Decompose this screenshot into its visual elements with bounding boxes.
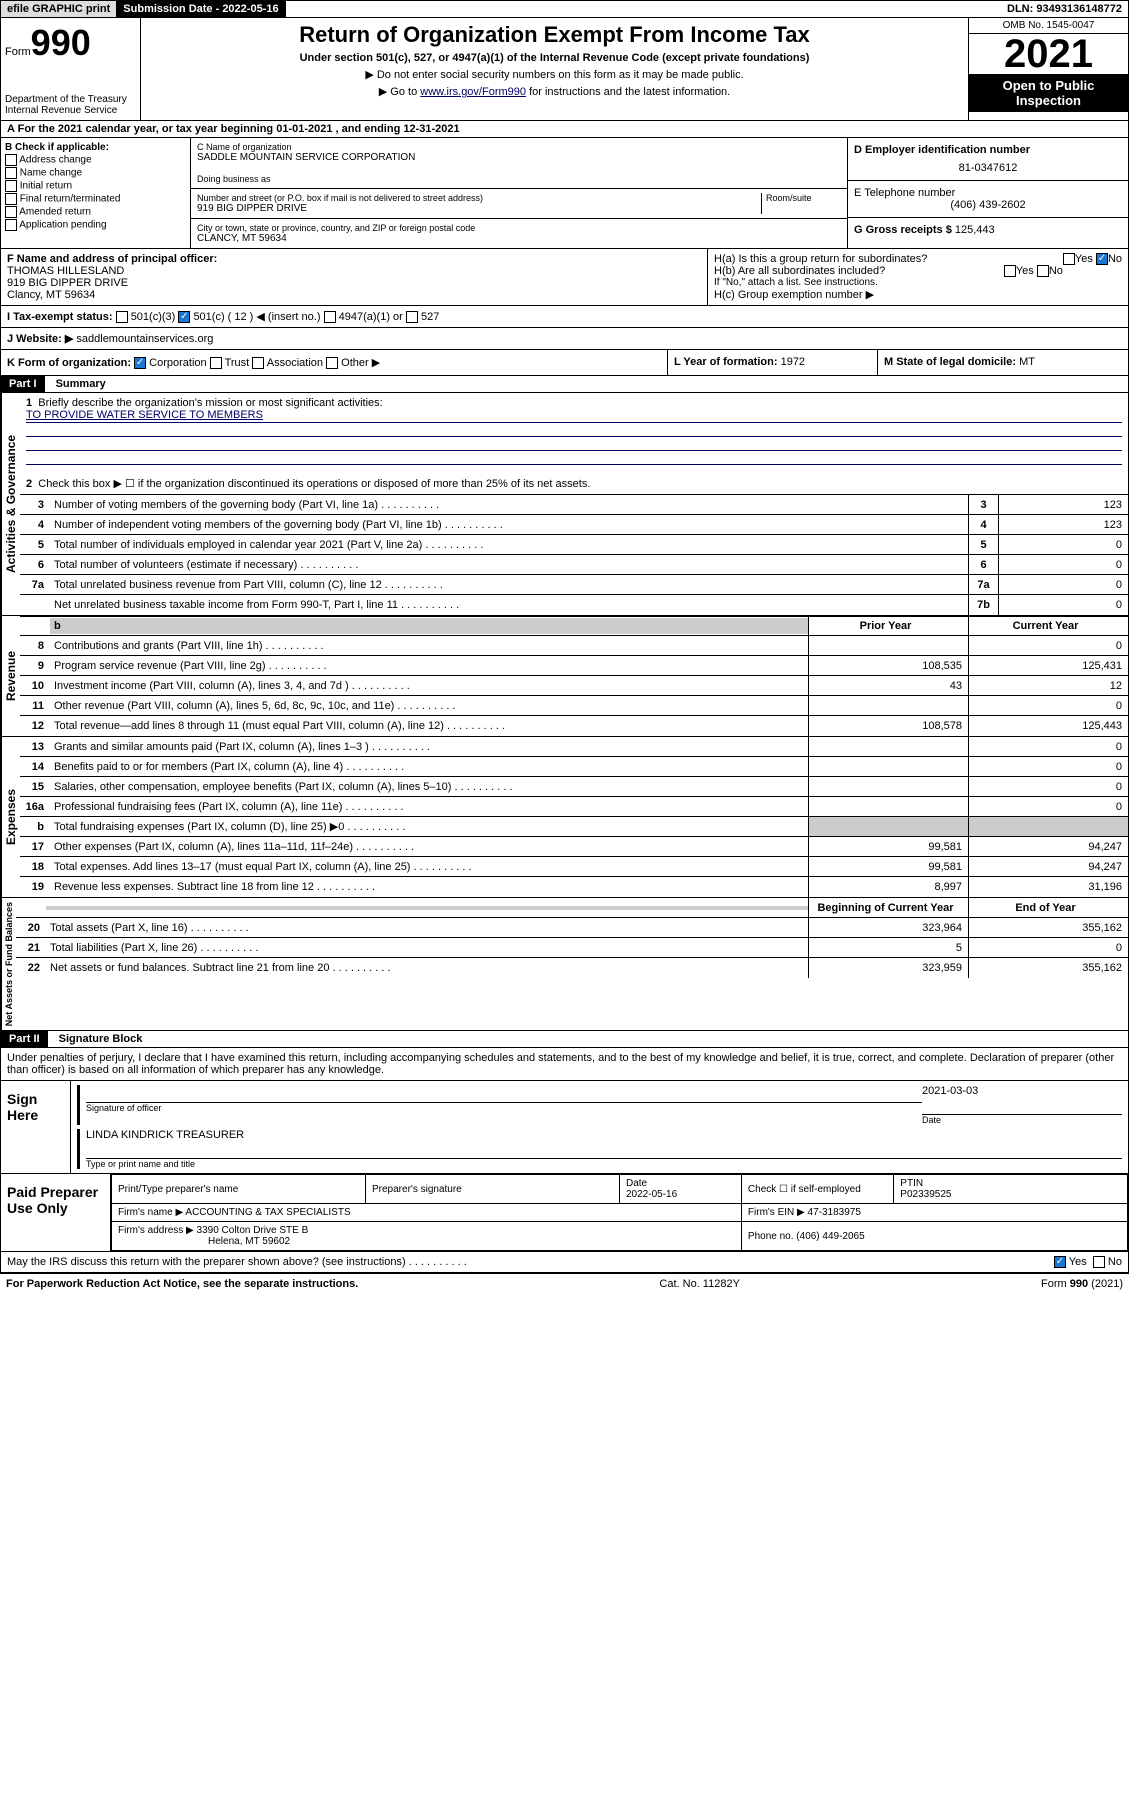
form-note-2: ▶ Go to www.irs.gov/Form990 for instruct… bbox=[151, 85, 958, 98]
tax-period: A For the 2021 calendar year, or tax yea… bbox=[0, 121, 1129, 138]
irs-link[interactable]: www.irs.gov/Form990 bbox=[420, 86, 526, 98]
section-b: B Check if applicable: Address change Na… bbox=[1, 138, 191, 248]
table-row: 22Net assets or fund balances. Subtract … bbox=[16, 958, 1128, 978]
table-row: 10Investment income (Part VIII, column (… bbox=[20, 676, 1128, 696]
firm-name: ACCOUNTING & TAX SPECIALISTS bbox=[185, 1207, 350, 1218]
check-name-change[interactable]: Name change bbox=[5, 167, 186, 179]
table-row: 21Total liabilities (Part X, line 26)50 bbox=[16, 938, 1128, 958]
header-left: Form990 Department of the Treasury Inter… bbox=[1, 18, 141, 120]
part2-header: Part II Signature Block bbox=[0, 1031, 1129, 1048]
table-row: 13Grants and similar amounts paid (Part … bbox=[20, 737, 1128, 757]
section-f: F Name and address of principal officer:… bbox=[1, 249, 708, 305]
form-number: Form990 bbox=[5, 22, 136, 64]
table-row: 9Program service revenue (Part VIII, lin… bbox=[20, 656, 1128, 676]
table-row: 3Number of voting members of the governi… bbox=[20, 495, 1128, 515]
sign-here-block: Sign Here Signature of officer 2021-03-0… bbox=[0, 1081, 1129, 1174]
table-row: 15Salaries, other compensation, employee… bbox=[20, 777, 1128, 797]
table-row: 14Benefits paid to or for members (Part … bbox=[20, 757, 1128, 777]
section-i: I Tax-exempt status: 501(c)(3) 501(c) ( … bbox=[0, 306, 1129, 328]
table-row: bTotal fundraising expenses (Part IX, co… bbox=[20, 817, 1128, 837]
expenses-section: Expenses 13Grants and similar amounts pa… bbox=[0, 737, 1129, 898]
header-center: Return of Organization Exempt From Incom… bbox=[141, 18, 968, 120]
check-app-pending[interactable]: Application pending bbox=[5, 219, 186, 231]
net-assets-section: Net Assets or Fund Balances Beginning of… bbox=[0, 898, 1129, 1031]
efile-print-button[interactable]: efile GRAPHIC print bbox=[1, 1, 117, 17]
table-row: 7aTotal unrelated business revenue from … bbox=[20, 575, 1128, 595]
ein-value: 81-0347612 bbox=[854, 162, 1122, 174]
gross-receipts: 125,443 bbox=[955, 224, 995, 236]
ptin-value: P02339525 bbox=[900, 1189, 951, 1200]
irs-discuss-row: May the IRS discuss this return with the… bbox=[0, 1252, 1129, 1273]
section-j: J Website: ▶ saddlemountainservices.org bbox=[0, 328, 1129, 350]
table-row: 17Other expenses (Part IX, column (A), l… bbox=[20, 837, 1128, 857]
table-row: 19Revenue less expenses. Subtract line 1… bbox=[20, 877, 1128, 897]
section-c: C Name of organization SADDLE MOUNTAIN S… bbox=[191, 138, 848, 248]
form-subtitle: Under section 501(c), 527, or 4947(a)(1)… bbox=[151, 52, 958, 64]
org-name: SADDLE MOUNTAIN SERVICE CORPORATION bbox=[197, 152, 841, 163]
entity-block: B Check if applicable: Address change Na… bbox=[0, 138, 1129, 249]
org-street: 919 BIG DIPPER DRIVE bbox=[197, 203, 761, 214]
top-bar: efile GRAPHIC print Submission Date - 20… bbox=[0, 0, 1129, 18]
website-value: saddlemountainservices.org bbox=[76, 333, 213, 345]
tax-year: 2021 bbox=[969, 34, 1128, 74]
open-public-badge: Open to Public Inspection bbox=[969, 74, 1128, 112]
officer-name: LINDA KINDRICK TREASURER bbox=[86, 1129, 1122, 1141]
section-d: D Employer identification number 81-0347… bbox=[848, 138, 1128, 248]
form-title: Return of Organization Exempt From Incom… bbox=[151, 22, 958, 48]
org-city: CLANCY, MT 59634 bbox=[197, 233, 841, 244]
form-note-1: ▶ Do not enter social security numbers o… bbox=[151, 68, 958, 81]
table-row: 5Total number of individuals employed in… bbox=[20, 535, 1128, 555]
mission-text: TO PROVIDE WATER SERVICE TO MEMBERS bbox=[26, 409, 1122, 423]
part1-header: Part I Summary bbox=[0, 376, 1129, 393]
check-amended[interactable]: Amended return bbox=[5, 206, 186, 218]
table-row: Net unrelated business taxable income fr… bbox=[20, 595, 1128, 615]
dept-label: Department of the Treasury bbox=[5, 94, 136, 105]
table-row: 6Total number of volunteers (estimate if… bbox=[20, 555, 1128, 575]
irs-label: Internal Revenue Service bbox=[5, 105, 136, 116]
preparer-table: Print/Type preparer's name Preparer's si… bbox=[111, 1174, 1128, 1251]
table-row: 11Other revenue (Part VIII, column (A), … bbox=[20, 696, 1128, 716]
table-row: 12Total revenue—add lines 8 through 11 (… bbox=[20, 716, 1128, 736]
table-row: 16aProfessional fundraising fees (Part I… bbox=[20, 797, 1128, 817]
section-h: H(a) Is this a group return for subordin… bbox=[708, 249, 1128, 305]
page-footer: For Paperwork Reduction Act Notice, see … bbox=[0, 1273, 1129, 1294]
dln-label: DLN: 93493136148772 bbox=[1001, 1, 1128, 17]
officer-group-block: F Name and address of principal officer:… bbox=[0, 249, 1129, 306]
table-row: 20Total assets (Part X, line 16)323,9643… bbox=[16, 918, 1128, 938]
header-right: OMB No. 1545-0047 2021 Open to Public In… bbox=[968, 18, 1128, 120]
check-501c[interactable] bbox=[178, 311, 190, 323]
check-address-change[interactable]: Address change bbox=[5, 154, 186, 166]
paid-preparer-block: Paid Preparer Use Only Print/Type prepar… bbox=[0, 1174, 1129, 1252]
declaration-text: Under penalties of perjury, I declare th… bbox=[0, 1048, 1129, 1081]
form-header: Form990 Department of the Treasury Inter… bbox=[0, 18, 1129, 121]
check-initial-return[interactable]: Initial return bbox=[5, 180, 186, 192]
governance-section: Activities & Governance 1 Briefly descri… bbox=[0, 393, 1129, 616]
section-klm: K Form of organization: Corporation Trus… bbox=[0, 350, 1129, 376]
submission-date: Submission Date - 2022-05-16 bbox=[117, 1, 285, 17]
table-row: 4Number of independent voting members of… bbox=[20, 515, 1128, 535]
check-final-return[interactable]: Final return/terminated bbox=[5, 193, 186, 205]
phone-value: (406) 439-2602 bbox=[854, 199, 1122, 211]
revenue-section: Revenue b Prior Year Current Year 8Contr… bbox=[0, 616, 1129, 737]
table-row: 8Contributions and grants (Part VIII, li… bbox=[20, 636, 1128, 656]
table-row: 18Total expenses. Add lines 13–17 (must … bbox=[20, 857, 1128, 877]
